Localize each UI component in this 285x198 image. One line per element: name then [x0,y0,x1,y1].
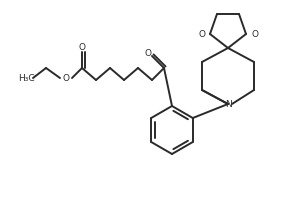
Text: N: N [225,100,231,109]
Text: O: O [251,30,258,38]
Text: O: O [62,73,70,83]
Text: O: O [198,30,205,38]
Text: H₃C: H₃C [18,73,34,83]
Text: O: O [78,43,85,51]
Text: O: O [144,49,152,57]
